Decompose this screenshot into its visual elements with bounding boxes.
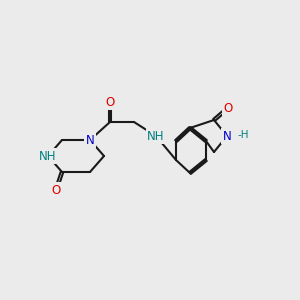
Text: NH: NH bbox=[147, 130, 165, 142]
Text: -H: -H bbox=[237, 130, 248, 140]
Text: O: O bbox=[51, 184, 61, 196]
Text: O: O bbox=[105, 95, 115, 109]
Text: N: N bbox=[85, 134, 94, 146]
Text: O: O bbox=[224, 101, 232, 115]
Text: N: N bbox=[223, 130, 231, 142]
Text: NH: NH bbox=[39, 149, 57, 163]
